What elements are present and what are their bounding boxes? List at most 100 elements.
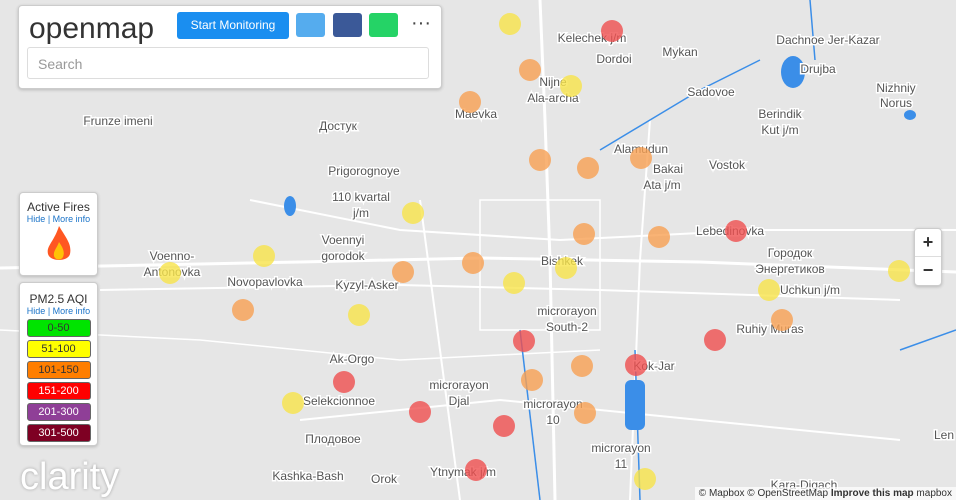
aqi-level: 201-300: [26, 403, 91, 421]
place-label: Dordoi: [596, 52, 631, 66]
attribution-text: © Mapbox © OpenStreetMap: [698, 488, 829, 499]
aqi-marker: [634, 468, 656, 490]
aqi-legend-panel: PM2.5 AQI Hide | More info 0-50 51-100 101…: [19, 282, 98, 446]
aqi-marker: [282, 392, 304, 414]
hide-link[interactable]: Hide: [26, 306, 46, 316]
lakes: [284, 56, 916, 430]
aqi-marker: [392, 261, 414, 283]
aqi-marker: [493, 415, 515, 437]
aqi-marker: [630, 147, 652, 169]
place-label: Ak-Orgo: [330, 352, 375, 366]
place-label: Len: [934, 428, 954, 442]
place-label: Ruhiy Muras: [736, 322, 803, 336]
place-label: Энергетиков: [755, 262, 825, 276]
place-label: Novopavlovka: [227, 275, 303, 289]
aqi-marker: [758, 279, 780, 301]
aqi-marker: [499, 13, 521, 35]
place-label: 11: [615, 457, 628, 471]
header-panel: openmap Start Monitoring ··· Search: [18, 5, 442, 89]
place-label: Berindik: [758, 107, 802, 121]
aqi-marker: [555, 257, 577, 279]
aqi-marker: [529, 149, 551, 171]
panel-title: PM2.5 AQI: [29, 292, 88, 306]
zoom-control: + −: [914, 228, 942, 286]
aqi-marker: [771, 309, 793, 331]
aqi-marker: [625, 354, 647, 376]
aqi-marker: [888, 260, 910, 282]
aqi-marker: [560, 75, 582, 97]
zoom-out[interactable]: −: [922, 260, 934, 280]
place-label: Sadovoe: [687, 85, 735, 99]
search-placeholder: Search: [38, 56, 83, 72]
aqi-marker: [348, 304, 370, 326]
attribution: © Mapbox © OpenStreetMap Improve this ma…: [694, 487, 956, 500]
place-label: 10: [546, 413, 560, 427]
place-label: Frunze imeni: [83, 114, 152, 128]
improve-link[interactable]: Improve this map: [830, 488, 914, 499]
aqi-marker: [333, 371, 355, 393]
logo: openmap: [29, 12, 154, 46]
aqi-markers: [159, 13, 910, 490]
place-label: Kyzyl-Asker: [335, 278, 398, 292]
place-label: Uchkun j/m: [780, 283, 840, 297]
place-label: Nizhniy: [876, 81, 915, 95]
aqi-level: 51-100: [26, 340, 91, 358]
whatsapp-button[interactable]: [369, 13, 398, 37]
aqi-marker: [571, 355, 593, 377]
more-info-link[interactable]: More info: [52, 214, 91, 224]
place-label: microrayon: [537, 304, 596, 318]
aqi-marker: [465, 459, 487, 481]
aqi-marker: [521, 369, 543, 391]
hide-link[interactable]: Hide: [26, 214, 46, 224]
clarity-logo: clarity: [20, 456, 120, 498]
place-label: Mykan: [662, 45, 697, 59]
aqi-marker: [574, 402, 596, 424]
zoom-in[interactable]: +: [915, 229, 941, 257]
place-label: Плодовое: [305, 432, 361, 446]
panel-title: Active Fires: [27, 200, 90, 214]
aqi-marker: [577, 157, 599, 179]
place-label: microrayon: [523, 397, 582, 411]
aqi-level: 301-500: [26, 424, 91, 442]
more-button[interactable]: ···: [411, 12, 431, 34]
active-fires-panel: Active Fires Hide | More info: [19, 192, 98, 276]
place-label: gorodok: [321, 249, 365, 263]
place-label: Vostok: [709, 158, 746, 172]
place-label: Orok: [371, 472, 398, 486]
aqi-level: 101-150: [26, 361, 91, 379]
aqi-marker: [402, 202, 424, 224]
start-monitoring-button[interactable]: Start Monitoring: [177, 12, 289, 39]
aqi-marker: [573, 223, 595, 245]
fire-icon: [47, 226, 70, 260]
place-label: Prigorognoye: [328, 164, 400, 178]
aqi-marker: [725, 220, 747, 242]
aqi-marker: [159, 262, 181, 284]
facebook-button[interactable]: [333, 13, 362, 37]
aqi-level: 0-50: [26, 319, 91, 337]
aqi-level: 151-200: [26, 382, 91, 400]
mapbox-logo: mapbox: [916, 488, 952, 499]
place-label: Городок: [768, 246, 813, 260]
aqi-marker: [253, 245, 275, 267]
search-box[interactable]: Search: [27, 47, 429, 79]
place-label: Достук: [319, 119, 358, 133]
place-label: microrayon: [429, 378, 488, 392]
place-label: Voennyi: [322, 233, 365, 247]
place-label: Djal: [449, 394, 470, 408]
more-info-link[interactable]: More info: [52, 306, 91, 316]
aqi-marker: [648, 226, 670, 248]
place-label: Ata j/m: [643, 178, 680, 192]
place-label: Norus: [880, 96, 912, 110]
aqi-marker: [601, 20, 623, 42]
place-label: Kut j/m: [761, 123, 798, 137]
place-label: Voenno-: [150, 249, 195, 263]
place-label: j/m: [352, 206, 369, 220]
aqi-levels: 0-50 51-100 101-150 151-200 201-300 301-500: [20, 319, 97, 442]
place-label: South-2: [546, 320, 588, 334]
rivers: [519, 0, 956, 500]
place-label: Drujba: [800, 62, 836, 76]
place-label: microrayon: [591, 441, 650, 455]
twitter-button[interactable]: [296, 13, 325, 37]
aqi-marker: [513, 330, 535, 352]
